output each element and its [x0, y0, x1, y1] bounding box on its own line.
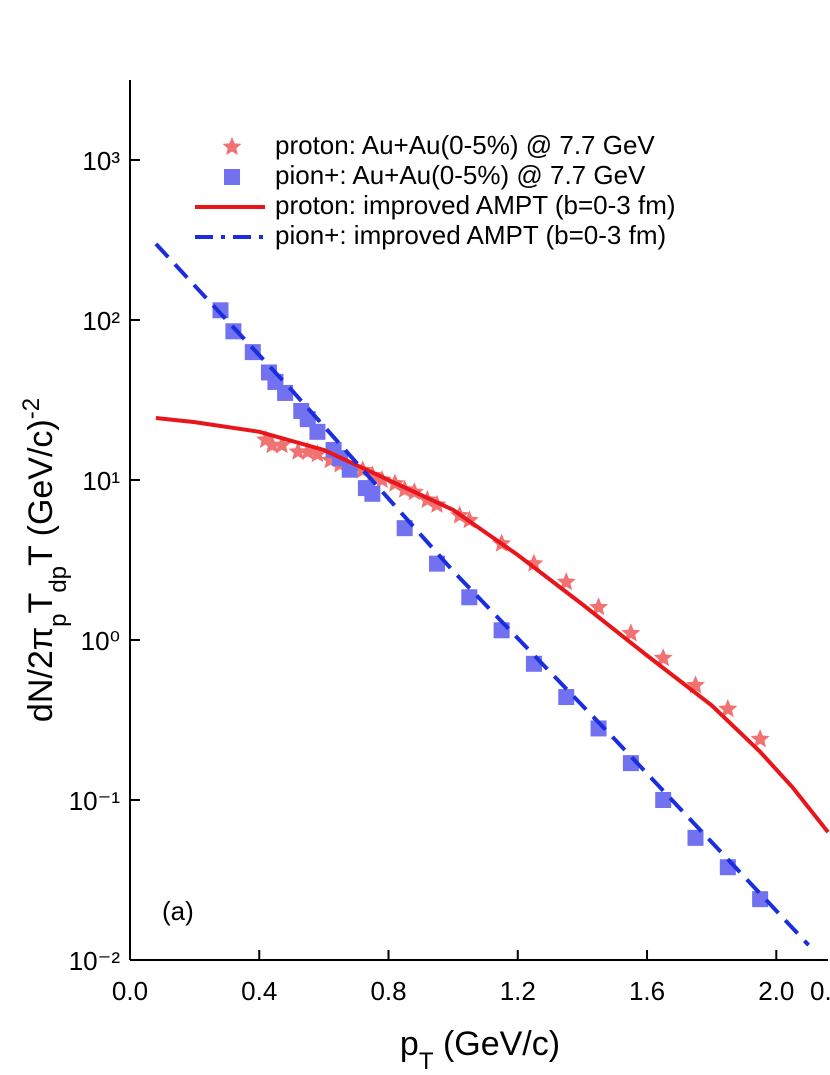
- panel-label: (a): [162, 896, 194, 926]
- x-tick-label: 1.6: [629, 976, 665, 1006]
- legend-label: proton: Au+Au(0-5%) @ 7.7 GeV: [275, 130, 655, 160]
- star-marker: [556, 572, 576, 591]
- square-marker: [224, 169, 240, 185]
- y-tick-label: 10¹: [82, 466, 120, 496]
- star-marker: [653, 648, 673, 667]
- star-marker: [272, 435, 292, 454]
- y-label-part: -2: [18, 398, 45, 419]
- x-tick-label: 0.4: [241, 976, 277, 1006]
- star-marker: [320, 450, 340, 469]
- star-marker: [750, 729, 770, 748]
- square-marker: [461, 589, 478, 606]
- star-marker: [262, 435, 282, 454]
- y-tick-label: 10²: [82, 306, 120, 336]
- star-marker: [222, 137, 242, 156]
- star-marker: [589, 597, 609, 616]
- x-label-part: p: [400, 1025, 419, 1063]
- y-label-part: (GeV/c): [22, 419, 60, 546]
- x-tick-label: 0.8: [370, 976, 406, 1006]
- x-tick-label: 1.2: [500, 976, 536, 1006]
- y-label-part: T: [22, 546, 60, 566]
- square-marker: [364, 485, 381, 502]
- line: [155, 416, 830, 834]
- y-axis-label: dN/2πpTdpT (GeV/c)-2: [18, 398, 72, 722]
- y-tick-label: 10⁻²: [69, 946, 121, 976]
- edge-label: 0.: [810, 976, 830, 1006]
- dashed-line: [154, 242, 811, 947]
- star-marker: [718, 699, 738, 718]
- square-marker: [655, 791, 672, 808]
- star-marker: [298, 441, 318, 460]
- legend-label: proton: improved AMPT (b=0-3 fm): [275, 190, 676, 220]
- x-axis-label: pT (GeV/c): [400, 1025, 560, 1075]
- x-label-part: (GeV/c): [434, 1025, 561, 1063]
- y-label-part: T: [22, 593, 60, 614]
- star-marker: [288, 441, 308, 460]
- y-label-part: p: [45, 613, 72, 626]
- x-tick-label: 2.0: [758, 976, 794, 1006]
- legend-label: pion+: improved AMPT (b=0-3 fm): [275, 220, 666, 250]
- y-tick-label: 10⁻¹: [69, 786, 121, 816]
- square-marker: [244, 344, 261, 361]
- square-marker: [558, 689, 575, 706]
- x-tick-label: 0.0: [112, 976, 148, 1006]
- y-tick-label: 10³: [82, 146, 120, 176]
- y-label-part: dN/2π: [22, 627, 60, 722]
- y-label-part: dp: [45, 566, 72, 593]
- square-marker: [225, 323, 242, 340]
- square-marker: [687, 829, 704, 846]
- star-marker: [524, 553, 544, 572]
- y-tick-label: 10⁰: [81, 626, 120, 656]
- plot-area: [154, 242, 830, 947]
- square-marker: [752, 891, 769, 908]
- x-label-part: T: [419, 1048, 434, 1075]
- legend-label: pion+: Au+Au(0-5%) @ 7.7 GeV: [275, 160, 646, 190]
- square-marker: [309, 423, 326, 440]
